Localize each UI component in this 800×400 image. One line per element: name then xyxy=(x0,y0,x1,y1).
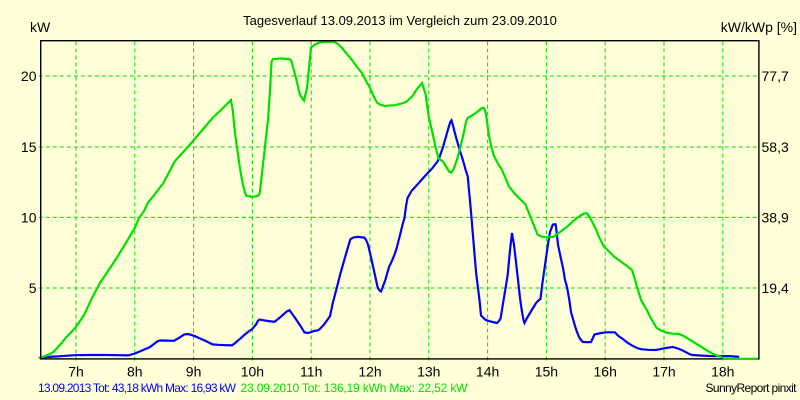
svg-text:11h: 11h xyxy=(300,364,322,380)
svg-text:15h: 15h xyxy=(535,364,558,380)
svg-text:77,7: 77,7 xyxy=(762,68,789,84)
svg-text:19,4: 19,4 xyxy=(762,280,789,296)
svg-text:14h: 14h xyxy=(476,364,499,380)
svg-text:38,9: 38,9 xyxy=(762,210,789,226)
svg-text:18h: 18h xyxy=(711,364,734,380)
svg-text:58,3: 58,3 xyxy=(762,139,789,155)
svg-text:8h: 8h xyxy=(127,364,143,380)
svg-text:Tagesverlauf 13.09.2013 im Ver: Tagesverlauf 13.09.2013 im Vergleich zum… xyxy=(243,13,557,28)
svg-text:SunnyReport pinxit: SunnyReport pinxit xyxy=(706,381,798,395)
svg-text:23.09.2010 Tot: 136,19 kWh Max: 23.09.2010 Tot: 136,19 kWh Max: 22,52 kW xyxy=(241,381,469,395)
svg-text:10h: 10h xyxy=(241,364,264,380)
svg-text:9h: 9h xyxy=(186,364,202,380)
svg-text:13h: 13h xyxy=(417,364,440,380)
svg-text:17h: 17h xyxy=(652,364,675,380)
svg-text:5: 5 xyxy=(29,280,37,296)
svg-text:16h: 16h xyxy=(594,364,617,380)
svg-text:kW: kW xyxy=(30,19,51,35)
svg-text:kW/kWp [%]: kW/kWp [%] xyxy=(721,19,797,35)
svg-text:7h: 7h xyxy=(68,364,84,380)
svg-text:13.09.2013 Tot: 43,18 kWh Max:: 13.09.2013 Tot: 43,18 kWh Max: 16,93 kW xyxy=(38,381,237,395)
svg-text:10: 10 xyxy=(21,210,37,226)
svg-text:12h: 12h xyxy=(358,364,381,380)
svg-text:20: 20 xyxy=(21,68,37,84)
svg-text:15: 15 xyxy=(21,139,37,155)
